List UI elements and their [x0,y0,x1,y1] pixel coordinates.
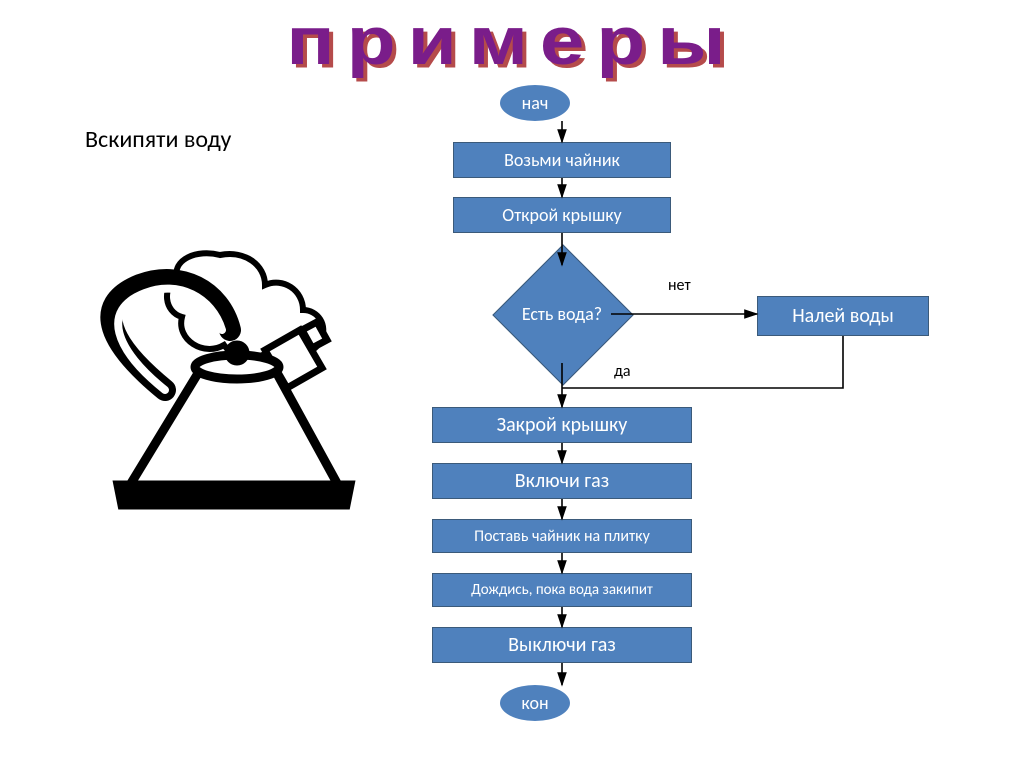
flow-decision: Есть вода? [513,265,611,363]
branch-label-no: нет [668,276,691,295]
flow-step-3: Закрой крышку [432,407,692,443]
flow-branch-no: Налей воды [757,296,929,336]
kettle-icon [70,235,390,515]
flow-step-4: Включи газ [432,463,692,499]
branch-label-yes: да [614,362,631,381]
page-title: примеры [0,2,1024,80]
flow-step-5: Поставь чайник на плитку [432,519,692,553]
flow-step-2: Открой крышку [453,197,671,233]
subtitle: Вскипяти воду [85,125,231,154]
flow-decision-label: Есть вода? [513,265,611,363]
flow-step-7: Выключи газ [432,627,692,663]
stage: примеры Вскипяти воду [0,0,1024,768]
flow-step-1: Возьми чайник [453,142,671,178]
flow-end: кон [500,685,570,721]
flow-start: нач [500,85,570,121]
flow-step-6: Дождись, пока вода закипит [432,573,692,607]
